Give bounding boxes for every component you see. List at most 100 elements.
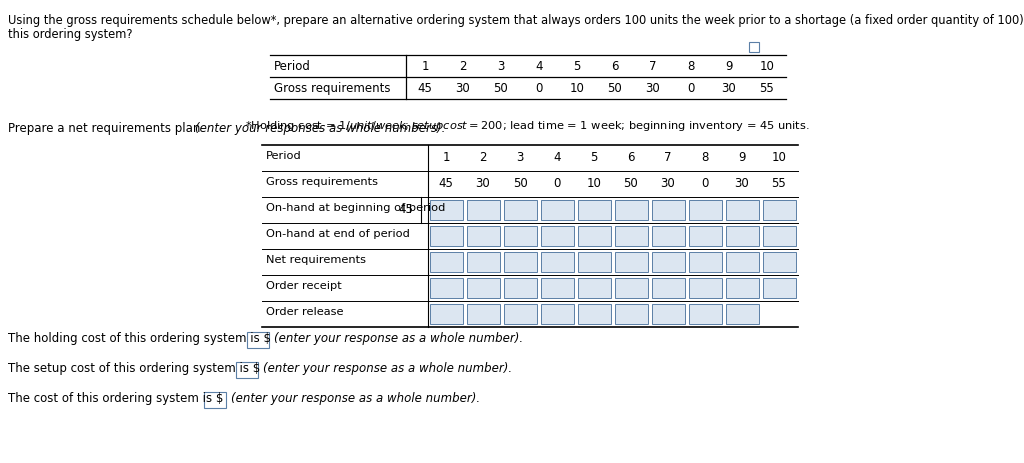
Text: Prepare a net requirements plan: Prepare a net requirements plan	[8, 122, 204, 135]
Text: 30: 30	[456, 82, 470, 95]
Text: (enter your response as a whole number).: (enter your response as a whole number).	[263, 362, 512, 375]
Bar	[689, 200, 722, 220]
Bar	[763, 200, 796, 220]
Text: (enter your responses as whole numbers).: (enter your responses as whole numbers).	[195, 122, 445, 135]
Text: 3: 3	[516, 151, 523, 164]
Bar	[430, 304, 463, 324]
Bar	[652, 304, 685, 324]
Bar	[689, 252, 722, 272]
Bar	[504, 304, 537, 324]
Bar	[726, 304, 759, 324]
Text: 50: 50	[624, 177, 638, 190]
Text: 30: 30	[660, 177, 676, 190]
Bar	[467, 278, 500, 298]
Text: 0: 0	[553, 177, 561, 190]
Text: 2: 2	[459, 60, 467, 73]
Text: Order receipt: Order receipt	[266, 281, 342, 291]
Text: Gross requirements: Gross requirements	[266, 177, 378, 187]
Text: Order release: Order release	[266, 307, 343, 317]
Bar	[467, 252, 500, 272]
Bar	[726, 200, 759, 220]
Bar	[726, 278, 759, 298]
Text: 50: 50	[494, 82, 508, 95]
Bar	[578, 278, 611, 298]
Bar	[726, 252, 759, 272]
Text: On-hand at end of period: On-hand at end of period	[266, 229, 410, 239]
Text: 30: 30	[475, 177, 490, 190]
Text: 9: 9	[738, 151, 745, 164]
Text: Using the gross requirements schedule below*, prepare an alternative ordering sy: Using the gross requirements schedule be…	[8, 14, 1024, 27]
Bar	[467, 226, 500, 246]
Text: 7: 7	[665, 151, 672, 164]
Bar	[689, 278, 722, 298]
Text: (enter your response as a whole number).: (enter your response as a whole number).	[273, 332, 522, 345]
Text: 10: 10	[569, 82, 585, 95]
Bar	[763, 252, 796, 272]
Text: 0: 0	[687, 82, 694, 95]
Bar	[430, 200, 463, 220]
Bar	[689, 226, 722, 246]
Bar	[236, 362, 258, 378]
Text: (enter your response as a whole number).: (enter your response as a whole number).	[231, 392, 480, 405]
Bar	[615, 304, 648, 324]
Text: 50: 50	[607, 82, 623, 95]
Bar	[652, 278, 685, 298]
Text: Gross requirements: Gross requirements	[274, 82, 390, 95]
Text: The cost of this ordering system is $: The cost of this ordering system is $	[8, 392, 223, 405]
Bar	[763, 226, 796, 246]
Bar	[467, 304, 500, 324]
Bar	[467, 200, 500, 220]
Text: 1: 1	[421, 60, 429, 73]
Text: 2: 2	[479, 151, 486, 164]
Bar	[578, 304, 611, 324]
Text: On-hand at beginning of period: On-hand at beginning of period	[266, 203, 445, 213]
Text: Period: Period	[274, 60, 311, 73]
Text: 50: 50	[513, 177, 527, 190]
Text: 8: 8	[701, 151, 709, 164]
Bar	[726, 226, 759, 246]
Text: Period: Period	[266, 151, 302, 161]
Bar	[689, 304, 722, 324]
Text: 55: 55	[760, 82, 774, 95]
Text: 1: 1	[442, 151, 450, 164]
Bar	[615, 200, 648, 220]
Bar	[615, 278, 648, 298]
Text: 10: 10	[760, 60, 774, 73]
Text: 30: 30	[734, 177, 750, 190]
Bar	[541, 278, 574, 298]
Text: 5: 5	[573, 60, 581, 73]
Text: 45: 45	[398, 203, 414, 216]
Bar	[541, 304, 574, 324]
Text: 7: 7	[649, 60, 656, 73]
Text: 3: 3	[498, 60, 505, 73]
Bar	[541, 226, 574, 246]
Bar	[504, 252, 537, 272]
Bar	[504, 200, 537, 220]
Bar	[652, 200, 685, 220]
Text: 45: 45	[438, 177, 454, 190]
Text: 6: 6	[611, 60, 618, 73]
Text: 10: 10	[771, 151, 786, 164]
Bar	[763, 278, 796, 298]
Text: 5: 5	[590, 151, 598, 164]
Bar	[430, 226, 463, 246]
Text: 0: 0	[536, 82, 543, 95]
Bar	[504, 278, 537, 298]
Bar	[541, 200, 574, 220]
Bar	[615, 252, 648, 272]
Bar	[247, 332, 268, 348]
Bar	[652, 252, 685, 272]
Bar	[749, 42, 759, 52]
Bar	[430, 252, 463, 272]
Text: 30: 30	[645, 82, 660, 95]
Text: 55: 55	[772, 177, 786, 190]
Text: 4: 4	[553, 151, 561, 164]
Text: Net requirements: Net requirements	[266, 255, 366, 265]
Text: 4: 4	[536, 60, 543, 73]
Bar	[615, 226, 648, 246]
Text: this ordering system?: this ordering system?	[8, 28, 132, 41]
Bar	[578, 252, 611, 272]
Text: 8: 8	[687, 60, 694, 73]
Text: 45: 45	[418, 82, 432, 95]
Bar	[504, 226, 537, 246]
